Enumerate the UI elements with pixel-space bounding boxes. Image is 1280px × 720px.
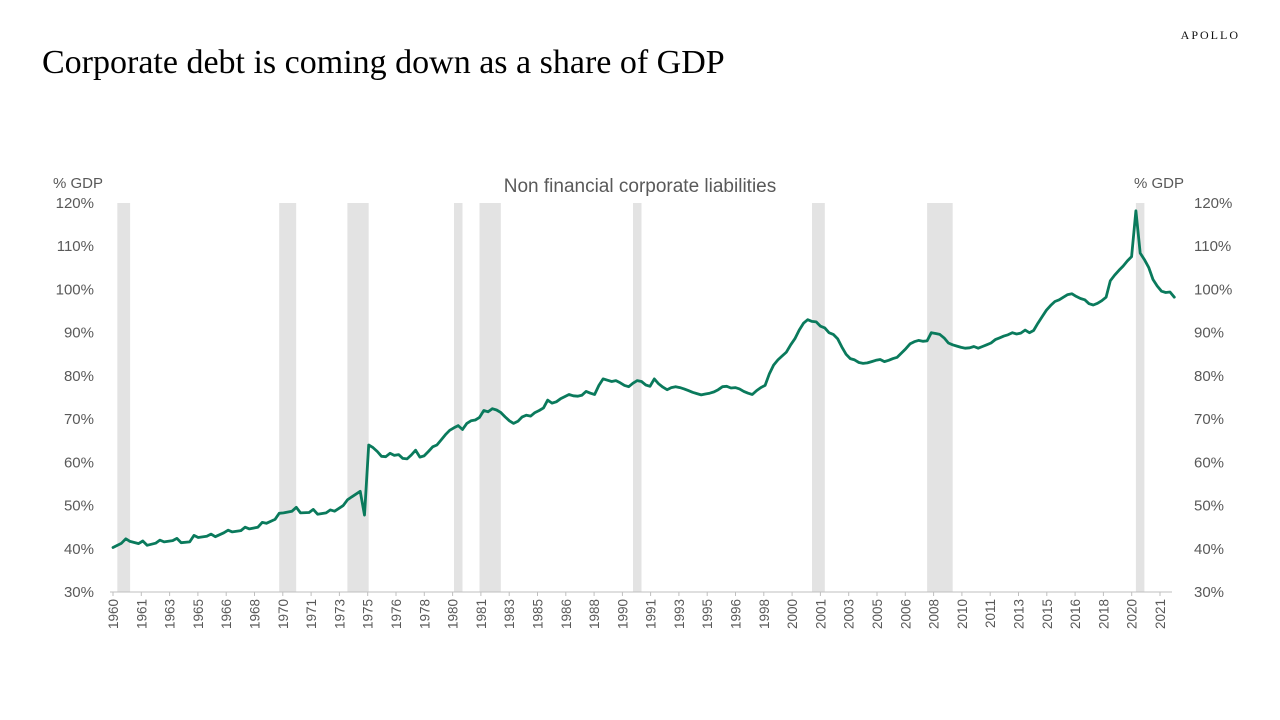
y-tick-label: 90% [64,325,94,342]
recession-band [279,203,297,592]
x-tick-label: 2015 [1040,599,1055,629]
y-tick-label-right: 30% [1194,584,1224,601]
y-tick-label: 40% [64,541,94,558]
recession-shading [117,203,1145,592]
y-tick-label-right: 50% [1194,498,1224,515]
y-tick-label-right: 100% [1194,281,1232,298]
y-tick-label: 100% [56,281,94,298]
right-y-ticks: 30% 40% 50% 60% 70% 80% 90% 100% 110% 120% [1194,195,1232,601]
x-tick-label: 1961 [134,599,149,629]
x-tick-label: 1995 [700,599,715,629]
recession-band [633,203,642,592]
y-tick-label: 50% [64,498,94,515]
y-tick-label-right: 40% [1194,541,1224,558]
recession-band [1135,203,1145,592]
x-tick-label: 2021 [1153,599,1168,629]
y-tick-label-right: 80% [1194,368,1224,385]
recession-band [927,203,953,592]
x-tick-label: 2005 [870,599,885,629]
y-tick-label-right: 120% [1194,195,1232,212]
x-tick-label: 1988 [587,599,602,629]
x-tick-label: 1980 [446,599,461,629]
y-tick-label-right: 70% [1194,411,1224,428]
x-tick-label: 1985 [531,599,546,629]
x-tick-label: 1973 [332,599,347,629]
x-tick-label: 1998 [757,599,772,629]
x-tick-label: 1990 [615,599,630,629]
right-axis-label: % GDP [1134,175,1184,192]
x-tick-label: 2020 [1125,599,1140,629]
x-tick-label: 1983 [502,599,517,629]
left-axis-label: % GDP [53,175,103,192]
x-tick-label: 2010 [955,599,970,629]
x-ticks: 1960 1961 1963 1965 1966 1968 1970 1971 1973 1975… [106,592,1168,629]
x-tick-label: 1971 [304,599,319,629]
x-tick-label: 2008 [927,599,942,629]
x-tick-label: 2016 [1068,599,1083,629]
apollo-logo: APOLLO [1180,28,1240,42]
series-line-path [111,209,1176,549]
y-tick-label: 110% [57,238,94,255]
recession-band [479,203,501,592]
x-tick-label: 1960 [106,599,121,629]
series-line [111,209,1176,549]
y-tick-label-right: 90% [1194,325,1224,342]
y-tick-label: 70% [64,411,94,428]
x-tick-label: 1978 [417,599,432,629]
y-tick-label-right: 60% [1194,454,1224,471]
recession-band [347,203,369,592]
x-tick-label: 1991 [644,599,659,629]
x-tick-label: 1981 [474,599,489,629]
y-tick-label: 80% [64,368,94,385]
x-tick-label: 1965 [191,599,206,629]
recession-band [117,203,131,592]
y-tick-label-right: 110% [1194,238,1231,255]
x-tick-label: 1963 [163,599,178,629]
x-tick-label: 1966 [219,599,234,629]
x-tick-label: 1986 [559,599,574,629]
x-tick-label: 2001 [813,599,828,629]
page-title: Corporate debt is coming down as a share… [42,44,725,81]
x-tick-label: 1975 [361,599,376,629]
recession-band [454,203,463,592]
x-tick-label: 1996 [729,599,744,629]
x-tick-label: 1993 [672,599,687,629]
chart-subtitle: Non financial corporate liabilities [504,176,776,197]
x-tick-label: 1970 [276,599,291,629]
x-tick-label: 2006 [898,599,913,629]
y-tick-label: 30% [64,584,94,601]
y-tick-label: 60% [64,454,94,471]
x-tick-label: 2003 [842,599,857,629]
x-tick-label: 1968 [248,599,263,629]
x-tick-label: 1976 [389,599,404,629]
left-y-ticks: 30% 40% 50% 60% 70% 80% 90% 100% 110% 120% [56,195,94,601]
x-tick-label: 2000 [785,599,800,629]
y-tick-label: 120% [56,195,94,212]
x-tick-label: 2018 [1096,599,1111,629]
x-tick-label: 2011 [983,599,998,628]
x-tick-label: 2013 [1012,599,1027,629]
recession-band [812,203,825,592]
